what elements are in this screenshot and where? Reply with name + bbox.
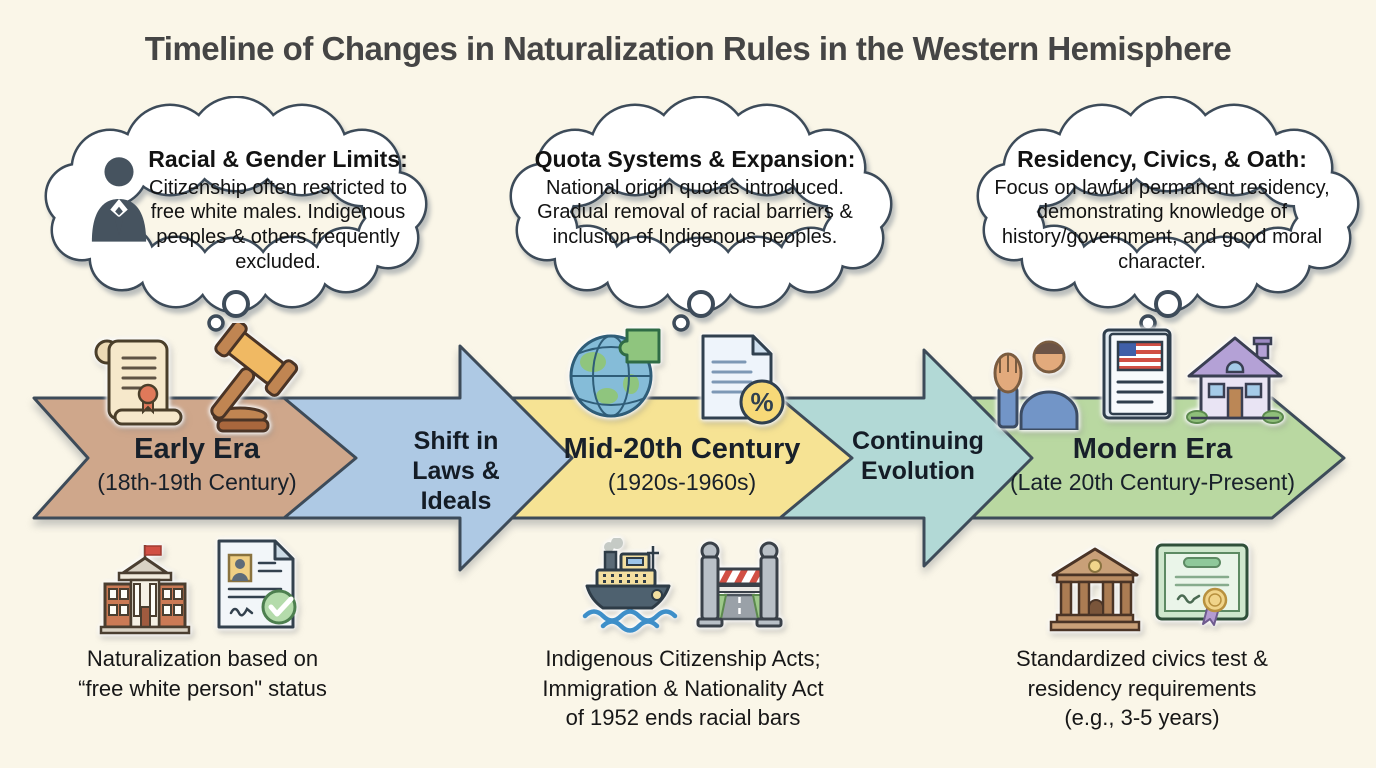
gavel-icon [210,323,299,433]
continuing-line2: Evolution [861,457,975,485]
caption-modern-era-line3: (e.g., 3-5 years) [1064,705,1220,731]
caption-modern-era-line1: Standardized civics test & [1016,646,1268,671]
caption-early-era-line1: Naturalization based on [86,646,319,671]
early-era-dates: (18th-19th Century) [97,468,297,495]
bubble-1-text: Racial & Gender Limits: Citizenship ofte… [142,146,414,275]
businessman-silhouette-icon [91,157,147,242]
bubble-3-body: Focus on lawful permanent residency, dem… [994,176,1330,273]
timeline-arrow-shift-in-laws [268,344,574,572]
bubble-3-text: Residency, Civics, & Oath: Focus on lawf… [982,146,1342,275]
page-title: Timeline of Changes in Naturalization Ru… [144,30,1232,67]
steamship-icon [582,538,678,633]
label-shift-in-laws: Shift in Laws & Ideals [378,426,534,516]
label-mid-20th-century: Mid-20th Century (1920s-1960s) [530,433,834,496]
mid-century-dates: (1920s-1960s) [607,468,757,495]
government-building-icon [99,545,191,635]
us-flag [1116,340,1164,372]
bubble-2-body: National origin quotas introduced. Gradu… [537,176,853,249]
timeline-segment-early-era [32,396,358,520]
globe-puzzle-icon [569,328,661,418]
modern-era-title: Modern Era [1072,433,1233,465]
caption-mid-century-line3: of 1952 ends racial bars [565,705,801,731]
caption-modern-era-line2: residency requirements [1027,675,1257,701]
bank-building-icon [1049,547,1141,632]
caption-modern-era: Standardized civics test & residency req… [977,644,1307,733]
scroll-icon [94,339,183,426]
document-percent-icon: % [701,334,785,425]
caption-mid-century: Indigenous Citizenship Acts; Immigration… [518,644,848,733]
mid-century-title: Mid-20th Century [563,433,801,465]
early-era-title: Early Era [134,433,260,465]
caption-early-era-line2: “free white person" status [78,675,327,701]
caption-early-era: Naturalization based on “free white pers… [50,644,355,703]
bubble-2-heading: Quota Systems & Expansion: [534,146,856,172]
modern-era-dates: (Late 20th Century-Present) [1009,468,1296,495]
bubble-1-body: Citizenship often restricted to free whi… [149,176,407,273]
label-modern-era: Modern Era (Late 20th Century-Present) [995,433,1310,496]
id-document-check-icon [217,539,297,629]
certificate-icon [1155,543,1249,626]
shift-line2: Laws & Ideals [412,457,500,515]
bubble-3-heading: Residency, Civics, & Oath: [1017,146,1307,172]
percent-symbol: % [750,387,773,417]
continuing-line1: Continuing [852,427,984,455]
label-early-era: Early Era (18th-19th Century) [52,433,342,496]
shift-line1: Shift in [413,427,499,455]
bubble-1-heading: Racial & Gender Limits: [148,146,408,172]
house-icon [1186,336,1284,424]
timeline-arrow-continuing-evolution [768,348,1034,568]
caption-mid-century-line2: Immigration & Nationality Act [542,675,824,701]
caption-mid-century-line1: Indigenous Citizenship Acts; [545,646,821,671]
border-gate-icon [696,541,783,628]
bubble-2-text: Quota Systems & Expansion: National orig… [520,146,870,250]
label-continuing-evolution: Continuing Evolution [840,426,996,486]
flag-book-icon [1102,328,1172,420]
oath-person-icon [993,340,1079,430]
